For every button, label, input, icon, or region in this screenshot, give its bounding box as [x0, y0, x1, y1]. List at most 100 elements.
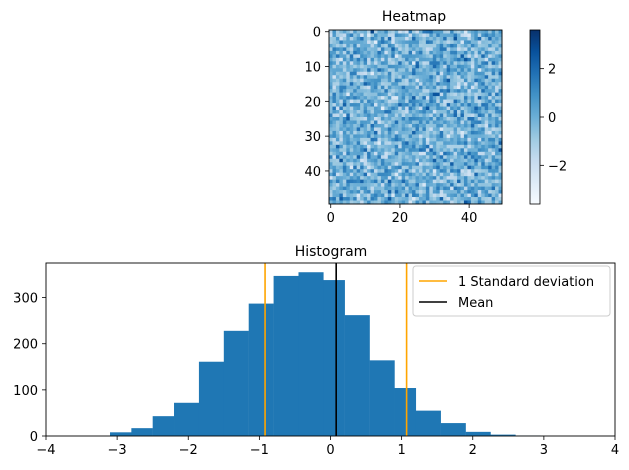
heatmap-cell: [394, 92, 399, 97]
heatmap-cell: [387, 186, 392, 191]
heatmap-cell: [367, 190, 371, 194]
heatmap-cell: [453, 43, 458, 48]
heatmap-cell: [401, 193, 406, 198]
heatmap-cell: [450, 36, 454, 41]
heatmap-cell: [353, 43, 357, 48]
heatmap-cell: [332, 47, 337, 52]
heatmap-cell: [481, 47, 485, 52]
heatmap-cell: [373, 176, 378, 180]
heatmap-cell: [398, 99, 402, 104]
heatmap-cell: [453, 89, 458, 93]
heatmap-cell: [422, 123, 427, 128]
heatmap-cell: [342, 96, 347, 100]
heatmap-cell: [439, 61, 444, 66]
heatmap-cell: [429, 113, 434, 118]
heatmap-cell: [477, 158, 482, 163]
heatmap-cell: [342, 183, 347, 187]
heatmap-cell: [394, 117, 399, 121]
heatmap-cell: [353, 30, 357, 34]
heatmap-cell: [439, 176, 444, 180]
heatmap-cell: [415, 169, 420, 173]
heatmap-cell: [349, 89, 354, 93]
heatmap-cell: [491, 134, 496, 139]
heatmap-cell: [425, 151, 430, 156]
heatmap-cell: [481, 176, 485, 180]
heatmap-cell: [498, 33, 503, 38]
heatmap-cell: [491, 183, 496, 187]
heatmap-cell: [498, 68, 503, 73]
heatmap-cell: [387, 61, 392, 66]
heatmap-cell: [367, 172, 371, 177]
heatmap-x-tick-label: 0: [327, 211, 335, 226]
heatmap-cell: [408, 43, 413, 48]
heatmap-cell: [474, 47, 479, 52]
heatmap-cell: [422, 190, 427, 194]
heatmap-cell: [460, 179, 465, 184]
heatmap-cell: [432, 64, 437, 69]
heatmap-cell: [450, 43, 454, 48]
heatmap-cell: [405, 155, 409, 160]
heatmap-cell: [418, 54, 423, 59]
heatmap-cell: [391, 43, 396, 48]
heatmap-cell: [373, 130, 378, 135]
heatmap-cell: [470, 113, 475, 118]
heatmap-cell: [356, 71, 361, 76]
heatmap-cell: [463, 148, 468, 153]
heatmap-cell: [346, 117, 351, 121]
heatmap-cell: [367, 155, 371, 160]
heatmap-cell: [332, 148, 337, 153]
heatmap-cell: [491, 169, 496, 173]
heatmap-cell: [481, 162, 485, 167]
heatmap-cell: [495, 106, 499, 111]
heatmap-cell: [415, 40, 420, 45]
heatmap-cell: [329, 179, 333, 184]
heatmap-cell: [495, 110, 499, 114]
heatmap-cell: [405, 113, 409, 118]
heatmap-cell: [367, 179, 371, 184]
heatmap-cell: [418, 165, 423, 170]
heatmap-cell: [463, 78, 468, 83]
heatmap-cell: [384, 71, 389, 76]
heatmap-cell: [467, 197, 472, 201]
heatmap-cell: [477, 75, 482, 80]
heatmap-cell: [387, 106, 392, 111]
histogram-bar: [394, 388, 417, 436]
heatmap-cell: [495, 92, 499, 97]
heatmap-cell: [457, 106, 461, 111]
heatmap-cell: [342, 200, 347, 205]
heatmap-cell: [363, 165, 368, 170]
heatmap-cell: [429, 190, 434, 194]
heatmap-cell: [439, 106, 444, 111]
heatmap-cell: [467, 96, 472, 100]
heatmap-cell: [481, 158, 485, 163]
heatmap-cell: [422, 64, 427, 69]
heatmap-cell: [450, 165, 454, 170]
heatmap-cell: [484, 186, 489, 191]
heatmap-cell: [432, 68, 437, 73]
heatmap-cell: [418, 89, 423, 93]
heatmap-cell: [488, 71, 492, 76]
heatmap-cell: [453, 113, 458, 118]
heatmap-cell: [367, 61, 371, 66]
heatmap-cell: [491, 106, 496, 111]
heatmap-cell: [360, 141, 364, 146]
heatmap-cell: [387, 82, 392, 86]
heatmap-cell: [335, 134, 340, 139]
heatmap-cell: [329, 200, 333, 205]
heatmap-cell: [332, 85, 337, 90]
heatmap-cell: [436, 99, 441, 104]
heatmap-cell: [398, 151, 402, 156]
heatmap-cell: [495, 40, 499, 45]
heatmap-cell: [412, 130, 416, 135]
heatmap-cell: [360, 200, 364, 205]
colorbar-ticks: 20−2: [540, 63, 567, 174]
heatmap-cell: [412, 78, 416, 83]
heatmap-cell: [346, 75, 351, 80]
heatmap-cell: [363, 183, 368, 187]
heatmap-cell: [342, 33, 347, 38]
heatmap-cell: [470, 54, 475, 59]
heatmap-cell: [484, 47, 489, 52]
heatmap-cell: [398, 47, 402, 52]
heatmap-cell: [408, 40, 413, 45]
heatmap-cell: [460, 61, 465, 66]
